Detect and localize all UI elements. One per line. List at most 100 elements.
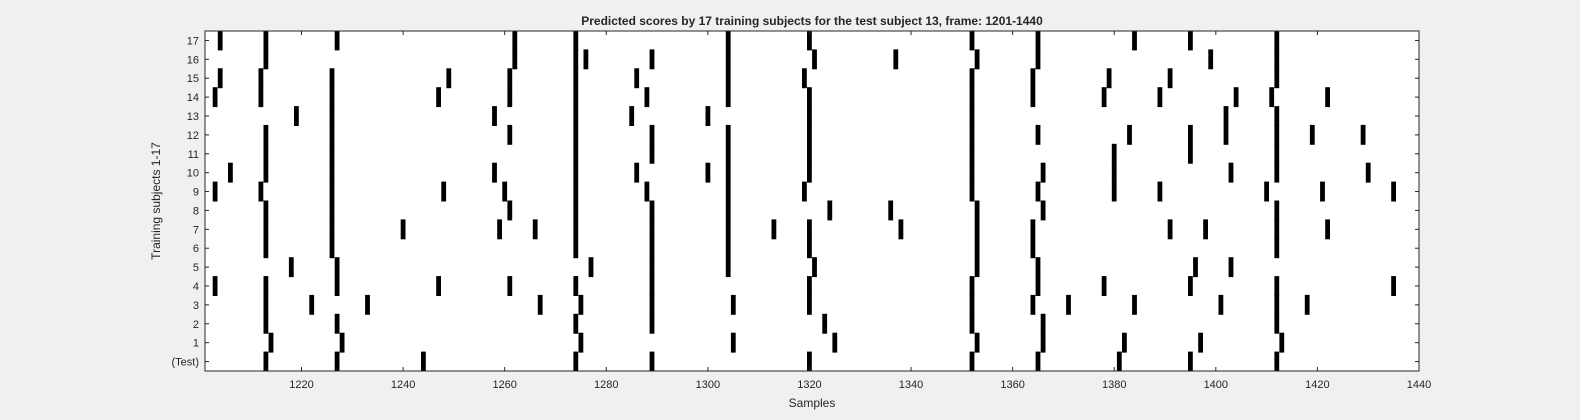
raster-bar [1274, 68, 1280, 89]
raster-bar [1365, 162, 1371, 183]
x-tick-label: 1300 [696, 379, 720, 391]
raster-bar [771, 219, 777, 240]
raster-bar [969, 68, 975, 89]
y-tick-label: 17 [187, 35, 199, 47]
raster-bar [263, 351, 269, 372]
raster-bar [263, 30, 269, 51]
raster-bar [334, 351, 340, 372]
raster-bar [502, 181, 508, 202]
raster-bar [1274, 143, 1280, 164]
y-tick-label: 12 [187, 130, 199, 142]
raster-bar [888, 200, 894, 221]
raster-bar [725, 238, 731, 259]
raster-bar [807, 30, 812, 51]
raster-bar [1274, 219, 1280, 240]
raster-bar [832, 332, 838, 353]
raster-bar [339, 332, 345, 353]
raster-bar [1188, 351, 1193, 372]
raster-bar [263, 313, 269, 334]
x-tick-label: 1380 [1102, 379, 1126, 391]
raster-bar [365, 294, 370, 315]
raster-bar [649, 49, 655, 70]
raster-bar [974, 49, 980, 70]
raster-bar [1040, 200, 1046, 221]
raster-bar [263, 124, 269, 145]
raster-bar [725, 124, 731, 145]
raster-bar [1040, 332, 1046, 353]
raster-bar [807, 351, 812, 372]
raster-bar [1274, 30, 1280, 51]
raster-bar [537, 294, 543, 315]
raster-bar [649, 238, 655, 259]
raster-bar [1274, 106, 1280, 126]
raster-bar [1233, 87, 1239, 108]
raster-bar [1035, 124, 1041, 145]
raster-bar [1264, 181, 1269, 202]
raster-bar [649, 257, 655, 278]
x-tick-label: 1260 [492, 379, 516, 391]
x-tick-label: 1320 [797, 379, 821, 391]
raster-bar [1111, 162, 1117, 183]
raster-bar [329, 219, 335, 240]
raster-bar [898, 219, 904, 240]
raster-bar [1203, 219, 1208, 240]
raster-bar [263, 238, 269, 259]
raster-bar [730, 332, 736, 353]
raster-bar [329, 238, 335, 259]
raster-bar [725, 181, 731, 202]
plot-frame [204, 30, 1420, 372]
raster-bar [822, 313, 828, 334]
raster-bar [263, 49, 269, 70]
raster-bar [969, 106, 975, 126]
raster-bar [329, 143, 335, 164]
y-tick-label: 4 [193, 281, 199, 293]
raster-bar [497, 219, 502, 240]
raster-bar [294, 106, 299, 126]
raster-bar [573, 238, 579, 259]
raster-bar [1132, 294, 1137, 315]
raster-bar [705, 106, 711, 126]
raster-bar [492, 162, 497, 183]
raster-bar [807, 106, 812, 126]
raster-bar [512, 49, 518, 70]
raster-bar [441, 181, 447, 202]
raster-bar [258, 87, 264, 108]
y-tick-label: 16 [187, 54, 199, 66]
raster-bar [730, 294, 736, 315]
raster-bar [583, 49, 589, 70]
raster-bar [329, 87, 335, 108]
raster-bar [578, 332, 584, 353]
raster-bar [1030, 87, 1036, 108]
chart-title: Predicted scores by 17 training subjects… [581, 14, 1043, 28]
raster-bar [807, 276, 812, 296]
raster-bar [507, 124, 513, 145]
raster-bar [802, 68, 807, 89]
raster-bar [329, 106, 335, 126]
raster-bar [1035, 257, 1041, 278]
raster-bar [974, 200, 980, 221]
raster-bar [1309, 124, 1315, 145]
raster-bar [725, 219, 731, 240]
y-tick-label: 6 [193, 243, 199, 255]
x-tick-label: 1340 [899, 379, 923, 391]
raster-bar [974, 257, 980, 278]
raster-bar [1320, 181, 1325, 202]
y-tick-label: 3 [193, 300, 199, 312]
raster-bar [1198, 332, 1203, 353]
y-tick-label: 8 [193, 205, 199, 217]
raster-bar [1122, 332, 1127, 353]
raster-bar [573, 87, 579, 108]
raster-bar [329, 162, 335, 183]
raster-bar [807, 219, 812, 240]
raster-bar [263, 200, 269, 221]
x-tick-label: 1280 [594, 379, 618, 391]
raster-bar [974, 238, 980, 259]
raster-bar [1035, 181, 1041, 202]
raster-bar [807, 124, 812, 145]
raster-bar [1274, 162, 1280, 183]
raster-bar [421, 351, 426, 372]
y-tick-label: 5 [193, 262, 199, 274]
raster-bar [1391, 276, 1396, 296]
